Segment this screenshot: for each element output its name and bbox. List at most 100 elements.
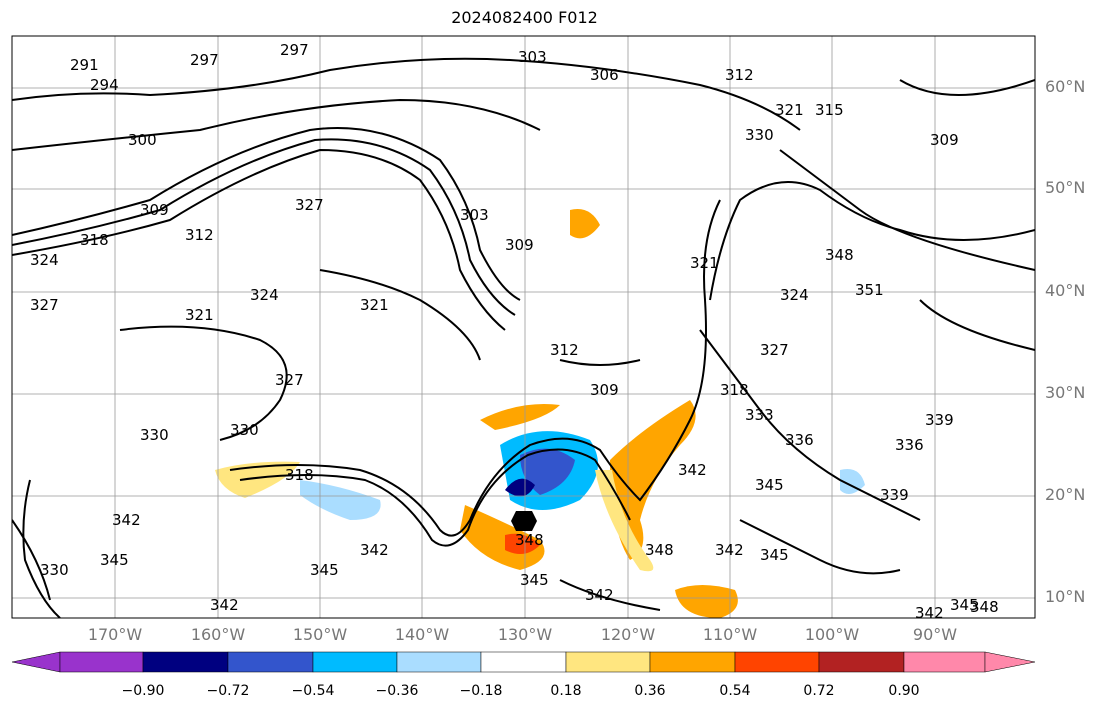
colorbar-tick: 0.18 <box>550 683 582 699</box>
positive-northwest <box>570 209 600 239</box>
positive-band-east-light <box>595 470 654 572</box>
colorbar-segment <box>565 651 651 673</box>
colorbar-segment <box>227 651 314 673</box>
lat-label: 60°N <box>1045 77 1086 96</box>
contour-label: 339 <box>880 486 909 504</box>
contour-label: 330 <box>140 426 169 444</box>
map-title: 2024082400 F012 <box>451 8 598 27</box>
contour-label: 309 <box>590 381 619 399</box>
contour-label: 336 <box>895 436 924 454</box>
contour-label: 321 <box>775 101 804 119</box>
colorbar-segment <box>903 651 986 673</box>
contour-label: 327 <box>760 341 789 359</box>
contour-label: 342 <box>678 461 707 479</box>
contour-label: 318 <box>80 231 109 249</box>
contour-label: 324 <box>30 251 59 269</box>
lon-label: 140°W <box>394 625 450 644</box>
contour-label: 306 <box>590 66 619 84</box>
contour-label: 345 <box>100 551 129 569</box>
colorbar-tick: −0.54 <box>291 683 335 699</box>
contour-label: 345 <box>310 561 339 579</box>
contour-label: 294 <box>90 76 119 94</box>
colorbar-segment <box>480 651 567 673</box>
positive-band-north <box>480 404 560 430</box>
pale-blue-east <box>840 469 865 494</box>
colorbar-extend-min <box>11 651 61 673</box>
colorbar-tick: 0.36 <box>634 683 666 699</box>
contour-label: 318 <box>720 381 749 399</box>
contour-label: 330 <box>40 561 69 579</box>
contour-label: 342 <box>210 596 239 614</box>
contour-label: 327 <box>295 196 324 214</box>
contour-label: 300 <box>128 131 157 149</box>
colorbar-tick: −0.18 <box>459 683 503 699</box>
contour-label: 303 <box>518 48 547 66</box>
lon-label: 160°W <box>190 625 246 644</box>
contour-label: 312 <box>185 226 214 244</box>
colorbar-segment <box>142 651 229 673</box>
lon-label: 110°W <box>702 625 758 644</box>
contour-label: 339 <box>925 411 954 429</box>
lon-label: 150°W <box>292 625 348 644</box>
contour-label: 321 <box>690 254 719 272</box>
contour-label: 342 <box>585 586 614 604</box>
strong-negative-region <box>520 448 575 495</box>
contour-label: 345 <box>755 476 784 494</box>
colorbar-tick: −0.90 <box>121 683 165 699</box>
contour-lines <box>12 57 1035 618</box>
hurricane-symbol <box>511 511 537 531</box>
contour-label: 327 <box>275 371 304 389</box>
colorbar <box>11 651 1036 673</box>
contour-label: 342 <box>360 541 389 559</box>
contour-label: 327 <box>30 296 59 314</box>
contour-label: 333 <box>745 406 774 424</box>
contour-label: 297 <box>280 41 309 59</box>
contour-label: 330 <box>745 126 774 144</box>
lat-label: 10°N <box>1045 587 1086 606</box>
contour-label: 342 <box>915 604 944 622</box>
contour-label: 336 <box>785 431 814 449</box>
colorbar-tick: 0.72 <box>803 683 835 699</box>
colorbar-tick: 0.90 <box>888 683 920 699</box>
colorbar-extend-max <box>984 651 1036 673</box>
contour-label: 348 <box>645 541 674 559</box>
contour-label: 309 <box>930 131 959 149</box>
contour-label: 348 <box>970 598 999 616</box>
contour-label: 321 <box>360 296 389 314</box>
colorbar-segment <box>649 651 736 673</box>
contour-label: 297 <box>190 51 219 69</box>
contour-label: 324 <box>780 286 809 304</box>
graticule <box>12 36 1035 618</box>
colorbar-segment <box>396 651 482 673</box>
positive-anomaly-core <box>505 533 540 554</box>
contour-label: 342 <box>715 541 744 559</box>
contour-label: 312 <box>725 66 754 84</box>
contour-label: 330 <box>230 421 259 439</box>
colorbar-segment <box>734 651 820 673</box>
lat-label: 40°N <box>1045 281 1086 300</box>
colorbar-segment <box>312 651 398 673</box>
contour-label: 345 <box>760 546 789 564</box>
contour-label: 324 <box>250 286 279 304</box>
contour-label-group: 297 297 294 291 303 306 300 312 321 315 … <box>30 41 999 622</box>
lat-label: 20°N <box>1045 485 1086 504</box>
colorbar-tick: −0.36 <box>375 683 419 699</box>
contour-label: 312 <box>550 341 579 359</box>
lon-label: 120°W <box>600 625 656 644</box>
contour-label: 345 <box>520 571 549 589</box>
positive-band-east <box>610 400 696 560</box>
contour-label: 342 <box>112 511 141 529</box>
contour-label: 309 <box>140 201 169 219</box>
lon-label: 90°W <box>912 625 958 644</box>
lat-label: 30°N <box>1045 383 1086 402</box>
contour-label: 321 <box>185 306 214 324</box>
strong-negative-core <box>505 478 535 497</box>
contour-label: 318 <box>285 466 314 484</box>
colorbar-segment <box>818 651 905 673</box>
contour-label: 348 <box>515 531 544 549</box>
contour-label: 291 <box>70 56 99 74</box>
contour-label: 315 <box>815 101 844 119</box>
colorbar-tick: −0.72 <box>206 683 250 699</box>
colorbar-tick: 0.54 <box>719 683 751 699</box>
